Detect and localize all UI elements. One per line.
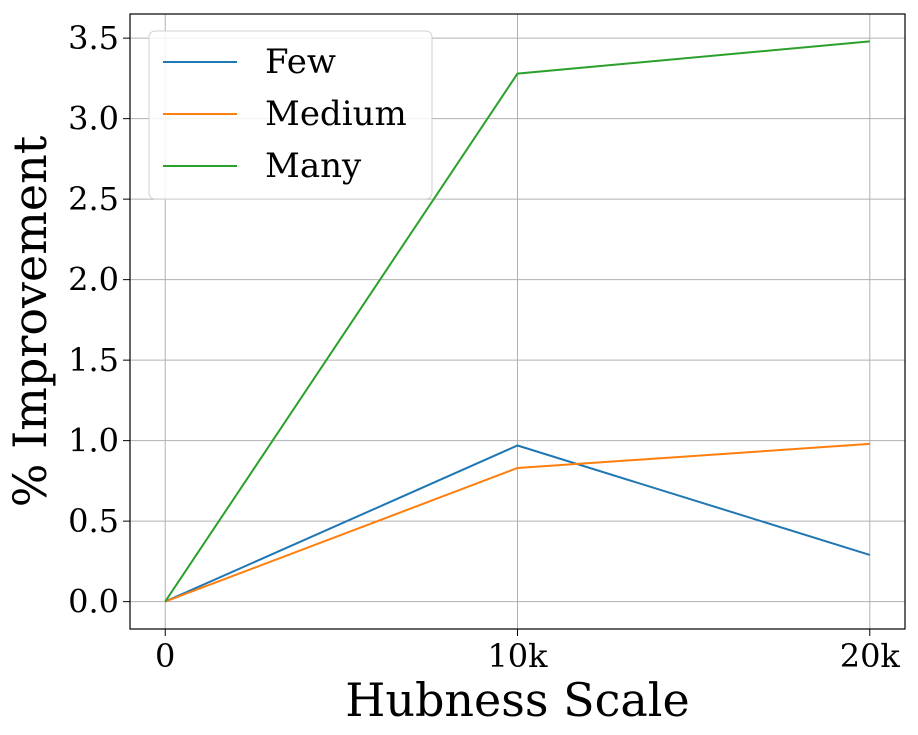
- y-axis-label: % Improvement: [3, 135, 57, 507]
- series-line-medium: [164, 442, 870, 603]
- legend-box: [148, 30, 433, 200]
- series-lines: [164, 40, 871, 603]
- series-line-few: [164, 444, 871, 603]
- y-tick-label: 1.0: [68, 422, 119, 460]
- legend-label-medium: Medium: [265, 94, 407, 134]
- y-tick-label: 1.5: [68, 341, 119, 379]
- legend-label-few: Few: [265, 42, 336, 82]
- x-axis-ticks: 0 10k 20k: [155, 629, 900, 675]
- legend: Few Medium Many: [148, 30, 433, 200]
- y-tick-label: 0.5: [68, 502, 119, 540]
- y-tick-label: 3.5: [68, 19, 119, 57]
- y-tick-label: 2.5: [68, 180, 119, 218]
- y-tick-label: 3.0: [68, 100, 119, 138]
- x-axis-label: Hubness Scale: [345, 673, 690, 727]
- legend-label-many: Many: [265, 146, 362, 186]
- series-line-many: [164, 40, 870, 603]
- x-tick-label: 20k: [840, 637, 901, 675]
- y-tick-label: 2.0: [68, 261, 119, 299]
- x-tick-label: 0: [155, 637, 175, 675]
- y-axis-ticks: 0.0 0.5 1.0 1.5 2.0 2.5 3.0 3.5: [68, 19, 130, 621]
- x-tick-label: 10k: [487, 637, 548, 675]
- y-tick-label: 0.0: [68, 583, 119, 621]
